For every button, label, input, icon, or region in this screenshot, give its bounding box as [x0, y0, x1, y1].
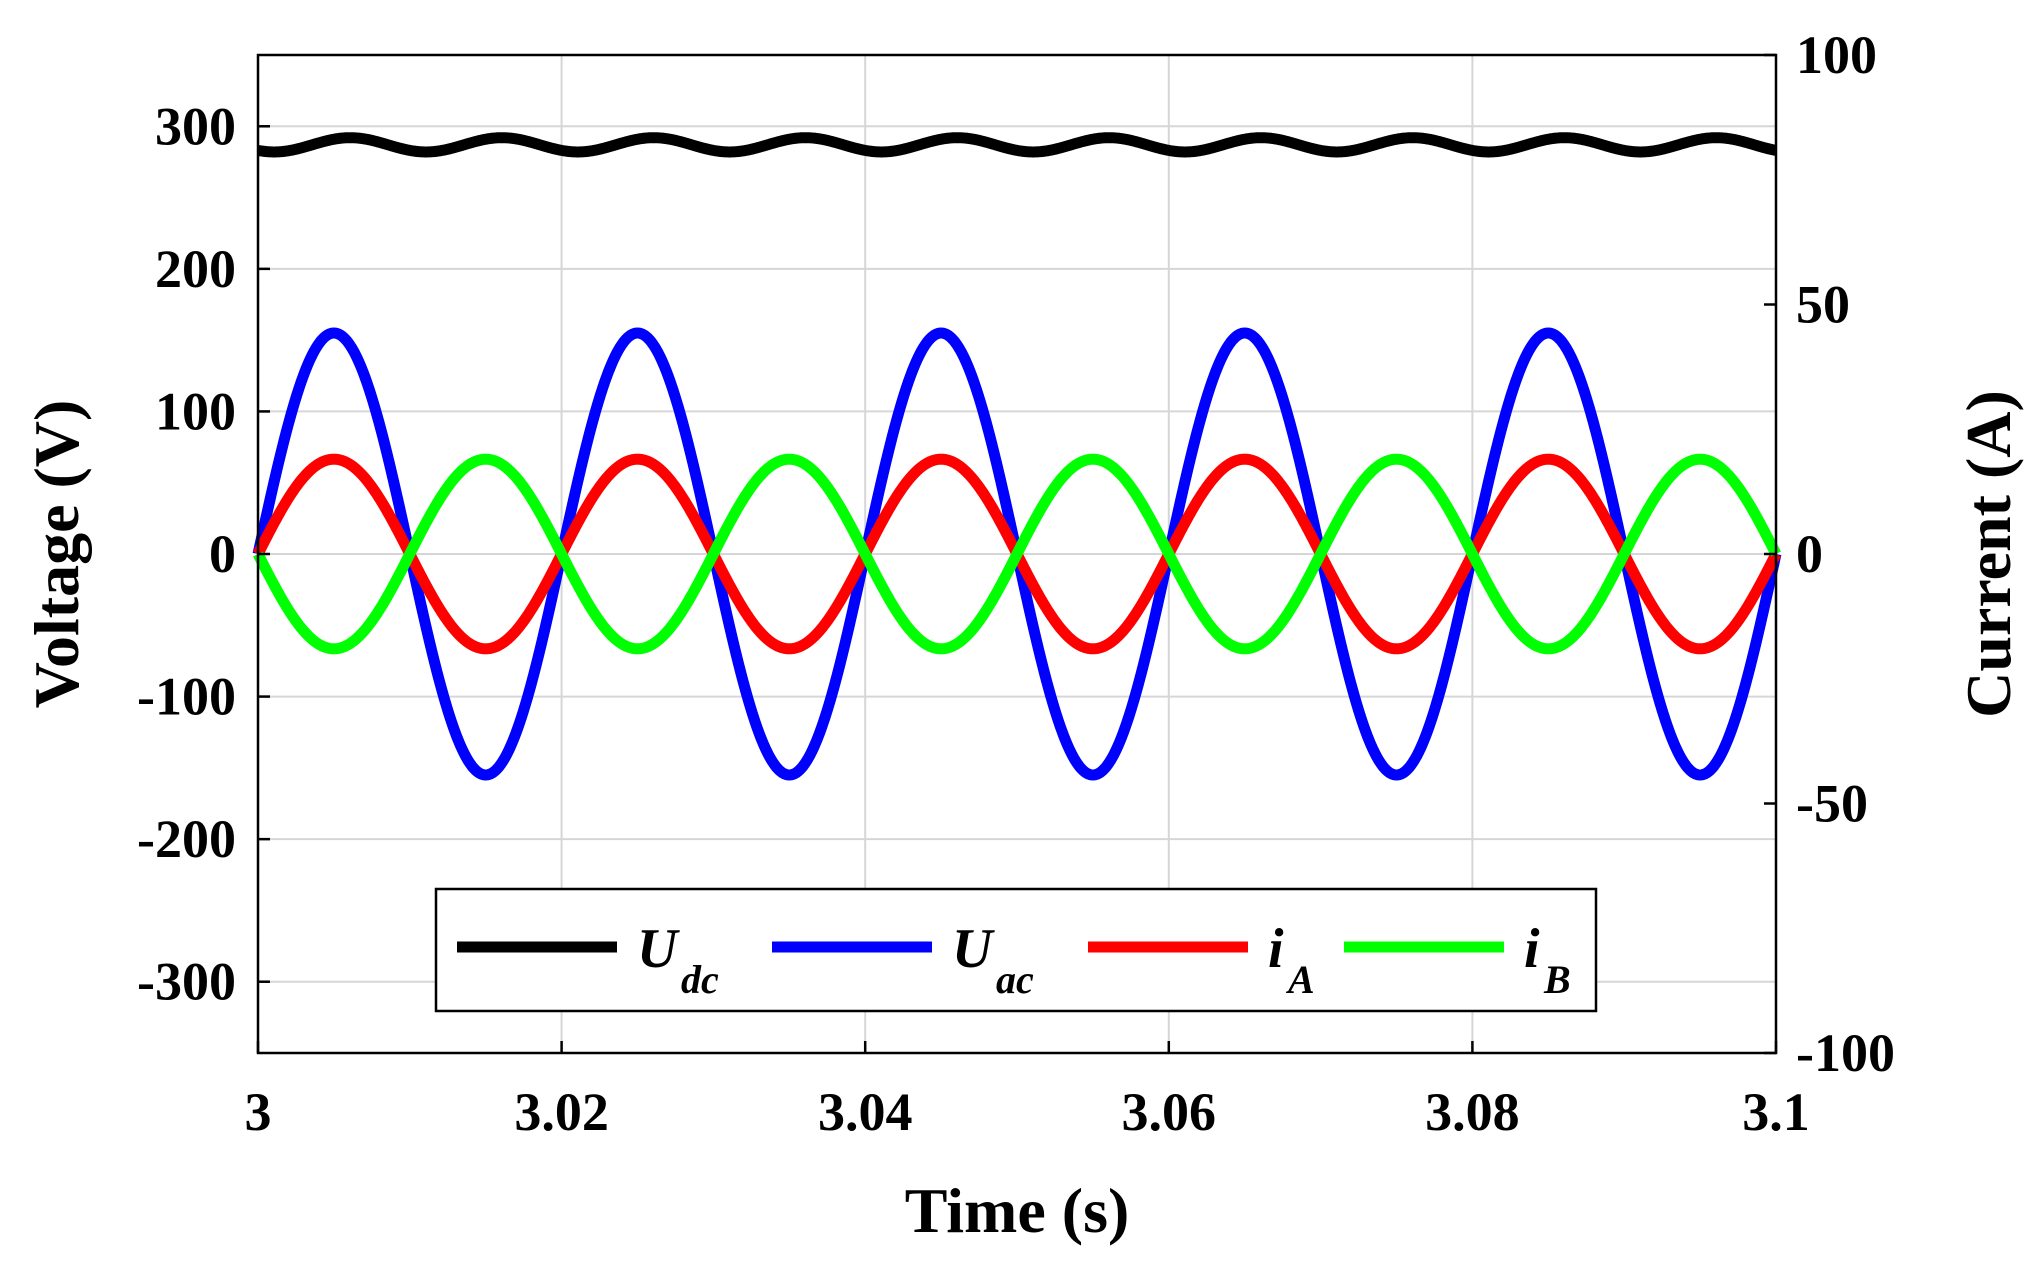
- y-tick-label-left: -100: [137, 667, 236, 727]
- legend-subscript-ia: A: [1285, 957, 1315, 1002]
- legend-subscript-udc: dc: [681, 957, 719, 1002]
- y-axis-title-left: Voltage (V): [21, 400, 92, 709]
- series-line-ib: [253, 453, 1781, 655]
- x-tick-label: 3: [245, 1082, 272, 1142]
- y-tick-label-left: -300: [137, 952, 236, 1012]
- y-tick-label-right: 100: [1796, 25, 1877, 85]
- plot-series: [252, 132, 1782, 781]
- series-line-udc: [253, 132, 1781, 158]
- x-tick-label: 3.04: [818, 1082, 913, 1142]
- y-tick-label-left: 200: [155, 239, 236, 299]
- y-tick-label-right: -100: [1796, 1023, 1895, 1083]
- y-tick-label-right: 50: [1796, 275, 1850, 335]
- y-tick-label-right: 0: [1796, 524, 1823, 584]
- x-tick-label: 3.1: [1742, 1082, 1810, 1142]
- y-tick-label-right: -50: [1796, 774, 1868, 834]
- legend-label-ib: i: [1524, 918, 1540, 980]
- legend-label-udc: U: [637, 918, 680, 980]
- x-tick-label: 3.08: [1425, 1082, 1520, 1142]
- x-tick-label: 3.06: [1122, 1082, 1217, 1142]
- x-tick-label: 3.02: [514, 1082, 609, 1142]
- legend-subscript-uac: ac: [996, 957, 1034, 1002]
- axis-ticks: 3 3.02 3.04 3.06 3.08 3.1 300 200 100 0 -100 -200 -3…: [137, 25, 1895, 1142]
- y-tick-label-left: -200: [137, 809, 236, 869]
- legend-subscript-ib: B: [1543, 957, 1571, 1002]
- x-axis-title: Time (s): [905, 1175, 1130, 1246]
- y-tick-label-left: 0: [209, 524, 236, 584]
- y-tick-label-left: 300: [155, 96, 236, 156]
- legend-label-uac: U: [952, 918, 995, 980]
- y-axis-title-right: Current (A): [1953, 390, 2024, 718]
- y-tick-label-left: 100: [155, 381, 236, 441]
- legend-label-ia: i: [1268, 918, 1284, 980]
